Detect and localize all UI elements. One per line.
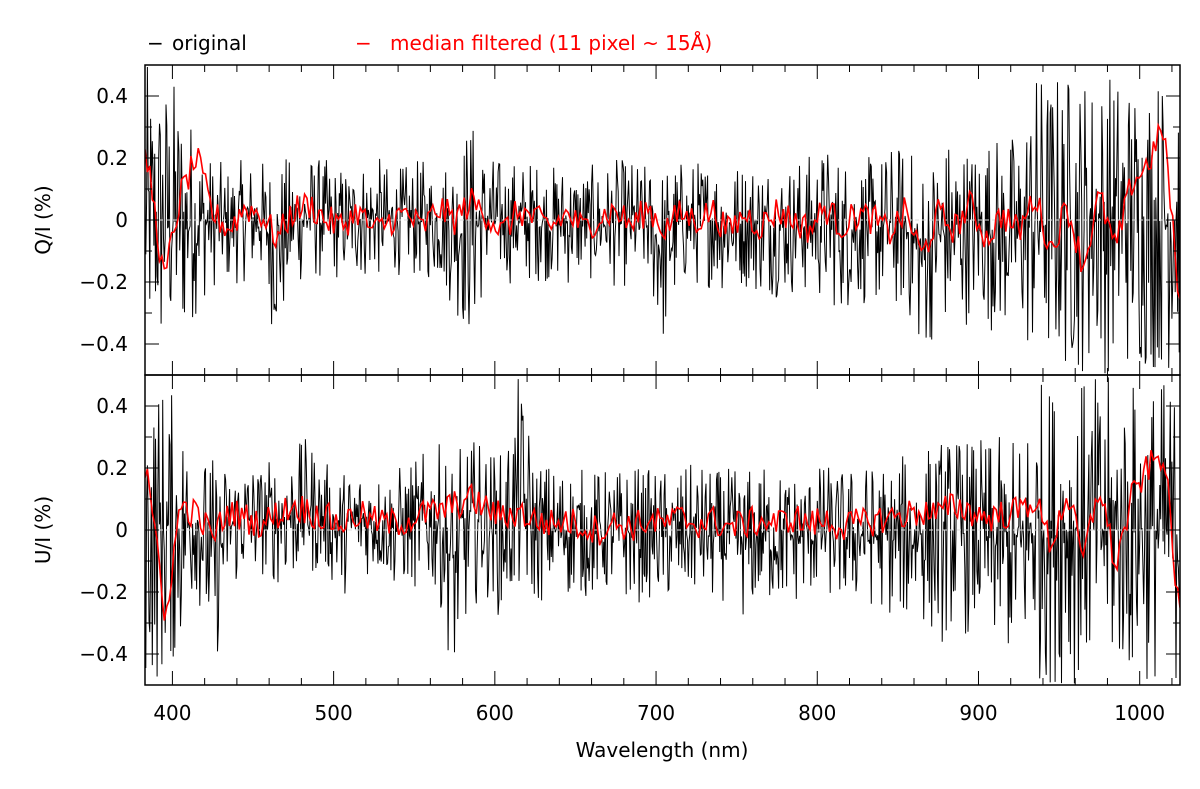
x-tick-label: 900 xyxy=(959,701,997,725)
x-tick-label: 800 xyxy=(798,701,836,725)
legend-filtered-marker: − xyxy=(355,31,372,55)
x-tick-label: 400 xyxy=(153,701,191,725)
y-tick-label: 0.2 xyxy=(96,456,128,480)
legend: − original − median filtered (11 pixel ~… xyxy=(147,31,712,55)
top-y-axis-label: Q/I (%) xyxy=(31,185,55,254)
legend-original-marker: − xyxy=(147,31,164,55)
y-tick-label: 0 xyxy=(115,208,128,232)
filtered-series-line xyxy=(145,450,1180,621)
y-tick-label: 0.4 xyxy=(96,394,128,418)
original-series-line xyxy=(145,377,1180,684)
filtered-series-line xyxy=(145,122,1180,300)
panel-bottom: −0.4 −0.2 0 0.2 0.4 400 500 600 700 800 900 1000 xyxy=(79,374,1181,725)
y-tick-label: −0.2 xyxy=(79,270,128,294)
bottom-y-axis-label: U/I (%) xyxy=(31,496,55,564)
y-tick-label: −0.4 xyxy=(79,642,128,666)
x-axis-label: Wavelength (nm) xyxy=(576,738,749,762)
x-tick-label: 700 xyxy=(637,701,675,725)
panel-top: −0.4 −0.2 0 0.2 0.4 xyxy=(79,64,1181,376)
x-tick-label: 1000 xyxy=(1114,701,1165,725)
y-tick-label: −0.2 xyxy=(79,580,128,604)
y-tick-label: 0.2 xyxy=(96,146,128,170)
legend-filtered-label: median filtered (11 pixel ~ 15Å) xyxy=(390,31,712,55)
x-tick-label: 600 xyxy=(476,701,514,725)
legend-original-label: original xyxy=(172,31,247,55)
y-tick-label: 0.4 xyxy=(96,84,128,108)
y-tick-label: 0 xyxy=(115,518,128,542)
y-tick-label: −0.4 xyxy=(79,332,128,356)
x-tick-label: 500 xyxy=(315,701,353,725)
